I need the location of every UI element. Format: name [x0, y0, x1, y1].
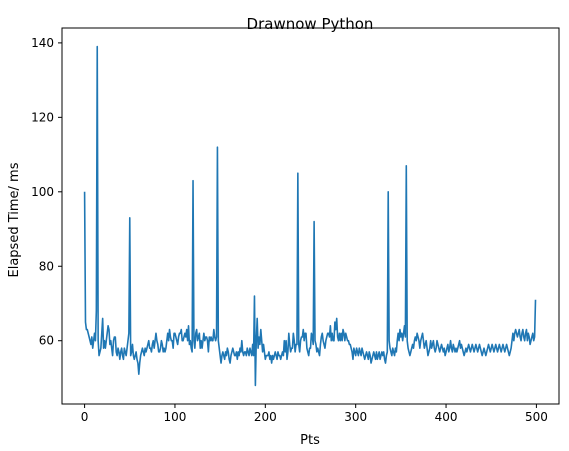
- y-axis: 60 80 100 120 140: [31, 36, 62, 348]
- plot-frame: [61, 27, 560, 405]
- series-line-0: [83, 45, 537, 387]
- x-tick-label: 200: [254, 410, 277, 424]
- x-tick-label: 500: [525, 410, 548, 424]
- chart-title: Drawnow Python: [247, 15, 374, 33]
- y-axis-label: Elapsed Time/ ms: [7, 162, 22, 277]
- x-axis: 0 100 200 300 400 500: [81, 404, 548, 424]
- y-tick-label: 100: [31, 185, 54, 199]
- x-axis-label: Pts: [300, 433, 320, 448]
- y-tick-label: 60: [39, 334, 54, 348]
- x-tick-label: 0: [81, 410, 89, 424]
- plot-area: [83, 45, 537, 387]
- x-tick-label: 400: [435, 410, 458, 424]
- y-tick-label: 140: [31, 36, 54, 50]
- y-tick-label: 80: [39, 259, 54, 273]
- y-tick-label: 120: [31, 110, 54, 124]
- x-tick-label: 100: [164, 410, 187, 424]
- x-tick-label: 300: [344, 410, 367, 424]
